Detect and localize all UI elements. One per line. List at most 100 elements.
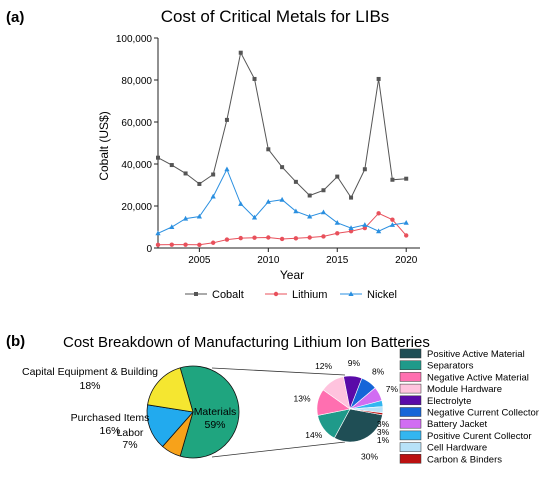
lithium-point (348, 229, 354, 234)
nickel-point (265, 199, 271, 204)
materials-legend: Positive Active MaterialSeparatorsNegati… (399, 348, 539, 465)
lithium-point (224, 237, 230, 242)
pie-slice-label: 3% (377, 427, 390, 437)
cobalt-point (280, 165, 285, 170)
pie-slice (333, 408, 383, 443)
cobalt-point (390, 177, 395, 182)
legend-label: Cobalt (212, 289, 244, 301)
nickel-point (293, 208, 299, 214)
pie-slice-label: 14% (305, 430, 322, 440)
series-nickel (155, 166, 409, 236)
x-tick-label: 2020 (395, 255, 418, 266)
cobalt-point (197, 181, 202, 186)
cobalt-point (404, 176, 409, 181)
x-tick-label: 2015 (326, 255, 349, 266)
legend-swatch (399, 430, 422, 441)
nickel-point (238, 201, 244, 206)
nickel-point (155, 230, 161, 236)
nickel-point (348, 225, 354, 231)
connector-line (211, 367, 346, 376)
legend-label: Positive Curent Collector (427, 431, 532, 442)
y-tick-label: 100,000 (116, 34, 153, 45)
pie-slice-label: 13% (293, 394, 310, 404)
legend-swatch (399, 372, 422, 382)
cobalt-point (266, 147, 271, 152)
lithium-point (210, 240, 216, 245)
cobalt-point (238, 50, 243, 55)
nickel-point (320, 209, 327, 215)
pie-slice-value: 59% (204, 419, 225, 431)
nickel-point (362, 222, 368, 227)
pie-slice-label: Capital Equipment & Building (22, 366, 158, 378)
nickel-point (389, 222, 396, 227)
panel-a-title: Cost of Critical Metals for LIBs (161, 7, 390, 26)
pie-slice (349, 408, 384, 416)
lithium-point (404, 233, 409, 238)
pie-slice-label: 9% (348, 358, 361, 368)
series-cobalt (156, 50, 409, 200)
panel-b-label: (b) (6, 333, 25, 350)
lithium-point (266, 235, 271, 240)
cobalt-line (157, 51, 407, 199)
pie-slice-value: 18% (79, 380, 100, 392)
connector-line (211, 441, 346, 458)
legend-swatch (399, 348, 422, 359)
cobalt-point (362, 167, 367, 172)
cobalt-point (211, 172, 216, 177)
lithium-point (197, 242, 202, 248)
cobalt-point (376, 76, 381, 81)
nickel-point (251, 214, 258, 220)
legend-label: Electrolyte (427, 396, 471, 407)
x-axis-label: Year (280, 268, 304, 282)
cobalt-point (156, 155, 160, 160)
pie-slice-label: 3% (377, 419, 390, 429)
pie-slice-label: 12% (315, 361, 332, 371)
cobalt-point (321, 188, 326, 193)
legend-marker (194, 292, 198, 296)
cobalt-point (307, 193, 312, 198)
legend-label: Negative Active Material (427, 372, 529, 383)
legend-swatch (399, 454, 422, 464)
pie-slice-label: 1% (377, 435, 390, 445)
legend-label: Positive Active Material (427, 349, 525, 360)
legend-swatch (399, 407, 422, 417)
cobalt-point (349, 195, 354, 200)
legend-label: Carbon & Binders (427, 454, 502, 465)
legend-label: Separators (427, 361, 474, 372)
lithium-point (169, 242, 174, 247)
pie-slice (147, 367, 194, 413)
line-chart: 0 20,000 40,000 60,000 80,000 100,000 2005 2010… (116, 34, 420, 266)
pie-slice-value: 7% (122, 439, 137, 451)
cobalt-point (335, 174, 340, 179)
nickel-point (210, 193, 216, 199)
legend-label: Battery Jacket (427, 419, 488, 430)
legend-swatch (399, 395, 422, 406)
cobalt-point (183, 171, 188, 176)
y-tick-label: 40,000 (121, 160, 152, 171)
cobalt-point (169, 163, 174, 168)
pie-slice-label: 8% (372, 366, 385, 376)
y-tick-label: 80,000 (121, 76, 152, 87)
lithium-point (390, 217, 395, 222)
line-legend: Cobalt Lithium Nickel (185, 289, 397, 301)
legend-label: Negative Current Collector (427, 408, 539, 419)
lithium-point (279, 236, 285, 242)
lithium-point (307, 235, 312, 240)
lithium-point (362, 225, 368, 231)
cobalt-point (293, 179, 298, 184)
legend-swatch (399, 418, 422, 429)
panel-b-title: Cost Breakdown of Manufacturing Lithium … (63, 334, 430, 351)
nickel-point (376, 228, 382, 234)
lithium-point (155, 242, 161, 248)
nickel-point (196, 213, 202, 219)
legend-marker (348, 291, 354, 296)
lithium-point (252, 235, 257, 240)
pie-connectors (211, 367, 346, 458)
nickel-point (224, 166, 230, 172)
legend-swatch (399, 360, 422, 370)
y-tick-label: 0 (146, 244, 152, 255)
panel-a-label: (a) (6, 9, 24, 26)
pie-slice-label: 30% (361, 452, 378, 462)
